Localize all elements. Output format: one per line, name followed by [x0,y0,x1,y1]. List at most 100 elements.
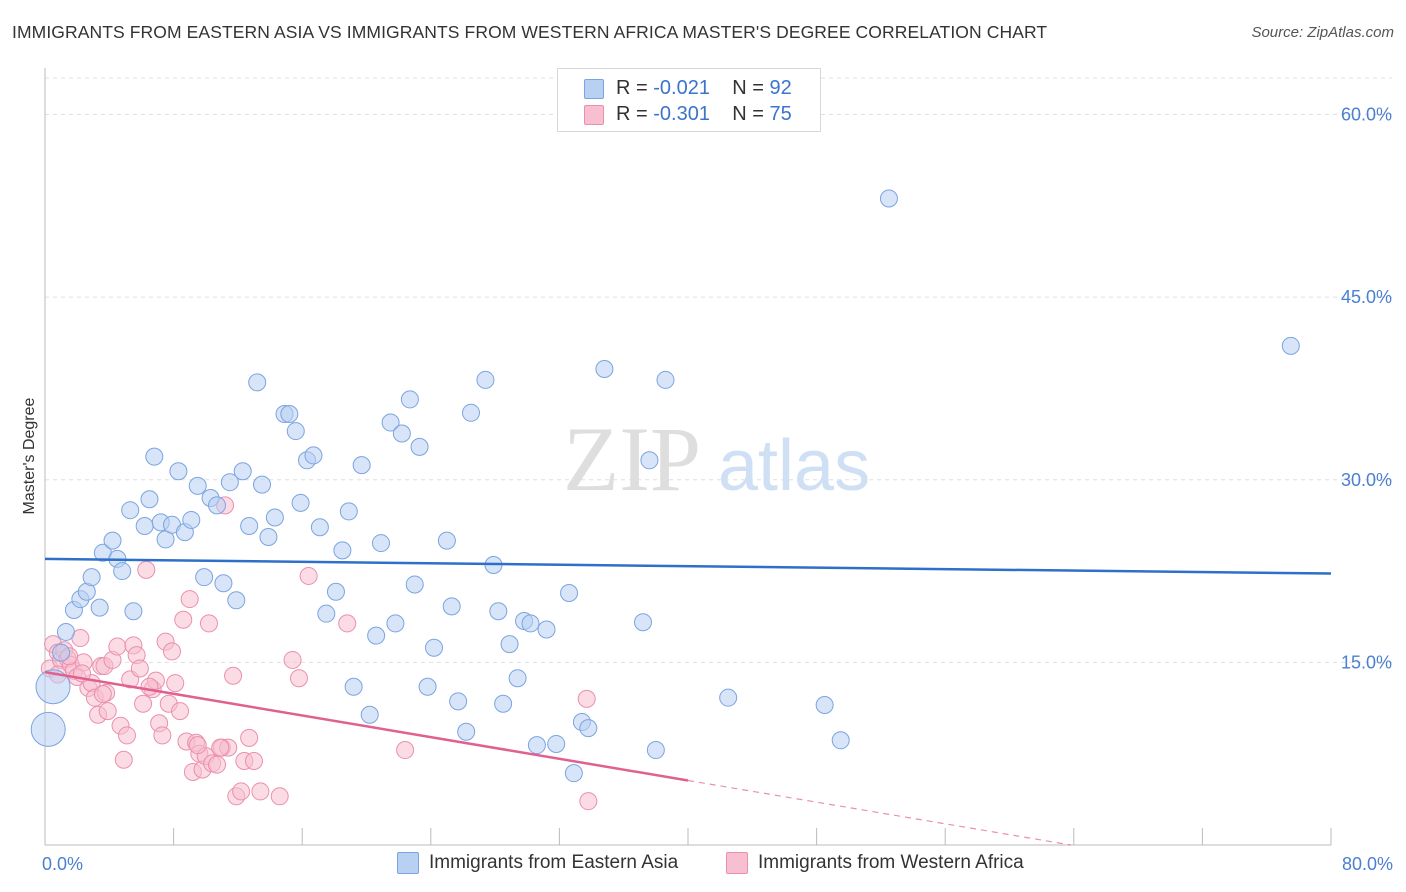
data-point-eastern-asia [425,638,444,657]
data-point-eastern-asia [547,734,566,753]
data-point-eastern-asia [646,741,665,760]
legend-text: R = -0.301 N = 75 [616,103,792,126]
y-tick-label: 30.0% [1341,470,1392,490]
trend-lines [44,557,1332,846]
data-point-western-africa [166,674,185,693]
data-point-eastern-asia [476,370,495,389]
data-point-eastern-asia [564,764,583,783]
data-point-western-africa [162,642,181,661]
data-point-eastern-asia [310,518,329,537]
data-point-eastern-asia [879,189,898,208]
data-point-eastern-asia [182,510,201,529]
data-point-eastern-asia [508,669,527,688]
data-point-western-africa [208,755,227,774]
data-point-eastern-asia [291,493,310,512]
data-point-eastern-asia [392,424,411,443]
data-point-eastern-asia [265,508,284,527]
data-point-eastern-asia [457,722,476,741]
data-point-eastern-asia [169,462,188,481]
data-point-eastern-asia [437,531,456,550]
data-point-eastern-asia [56,622,75,641]
data-point-western-africa [188,736,207,755]
data-point-eastern-asia [405,575,424,594]
y-tick-label: 45.0% [1341,287,1392,307]
gridlines [45,77,1392,663]
data-point-western-africa [180,590,199,609]
data-point-eastern-asia [449,692,468,711]
data-point-eastern-asia [145,447,164,466]
data-point-eastern-asia [240,517,259,536]
trend-line-eastern-asia [44,557,1332,575]
watermark-atlas: atlas [718,426,870,506]
data-point-western-africa [338,614,357,633]
data-point-eastern-asia [815,695,834,714]
data-point-eastern-asia [381,413,400,432]
bottom-legend-swatch-blue [397,852,419,874]
legend-n-label: N = [732,77,770,99]
data-point-eastern-asia [188,476,207,495]
data-point-western-africa [240,728,259,747]
legend-text: R = -0.021 N = 92 [616,77,792,100]
data-point-eastern-asia [367,626,386,645]
data-point-eastern-asia [579,719,598,738]
data-point-western-africa [98,702,117,721]
data-point-eastern-asia [140,490,159,509]
trend-line-western-africa [44,670,689,782]
data-point-eastern-asia [124,602,143,621]
data-point-eastern-asia [442,597,461,616]
data-point-eastern-asia [135,517,154,536]
data-point-western-africa [244,751,263,770]
legend-r-value: -0.301 [653,103,710,125]
data-point-western-africa [134,694,153,713]
watermark-zip: ZIP [563,408,701,510]
data-point-western-africa [577,689,596,708]
data-point-eastern-asia [248,373,267,392]
legend-n-value: 75 [769,103,792,125]
data-point-eastern-asia [208,496,227,515]
data-point-eastern-asia [719,688,738,707]
data-point-eastern-asia [195,568,214,587]
data-point-eastern-asia [35,669,71,705]
data-point-eastern-asia [90,598,109,617]
legend-r-label: R = [616,77,654,99]
data-point-western-africa [140,677,159,696]
data-point-eastern-asia [489,602,508,621]
data-point-eastern-asia [418,677,437,696]
data-point-eastern-asia [656,370,675,389]
data-point-eastern-asia [333,541,352,560]
data-point-eastern-asia [537,620,556,639]
bottom-legend-label: Immigrants from Eastern Asia [429,852,679,873]
trend-line-western-africa-extension [687,779,1072,846]
data-point-eastern-asia [527,736,546,755]
data-point-western-africa [579,792,598,811]
data-point-eastern-asia [344,677,363,696]
data-point-western-africa [199,614,218,633]
data-point-western-africa [108,637,127,656]
data-point-western-africa [270,787,289,806]
data-point-eastern-asia [560,583,579,602]
data-point-eastern-asia [339,502,358,521]
data-point-eastern-asia [304,446,323,465]
data-point-eastern-asia [386,614,405,633]
data-point-eastern-asia [595,359,614,378]
data-point-eastern-asia [214,574,233,593]
y-tick-label: 15.0% [1341,652,1392,672]
data-point-eastern-asia [1281,336,1300,355]
legend-swatch-blue [584,79,604,99]
data-point-eastern-asia [220,473,239,492]
series-western-africa [40,496,598,811]
data-point-eastern-asia [640,451,659,470]
data-point-eastern-asia [494,694,513,713]
data-point-eastern-asia [317,604,336,623]
data-point-western-africa [153,726,172,745]
data-point-eastern-asia [30,711,66,747]
data-point-western-africa [137,560,156,579]
data-point-eastern-asia [82,568,101,587]
data-point-eastern-asia [831,731,850,750]
data-point-western-africa [130,659,149,678]
data-point-eastern-asia [253,475,272,494]
data-point-western-africa [224,666,243,685]
data-point-eastern-asia [461,403,480,422]
bottom-legend-swatch-pink [726,852,748,874]
chart-title: IMMIGRANTS FROM EASTERN ASIA VS IMMIGRAN… [12,22,1048,42]
